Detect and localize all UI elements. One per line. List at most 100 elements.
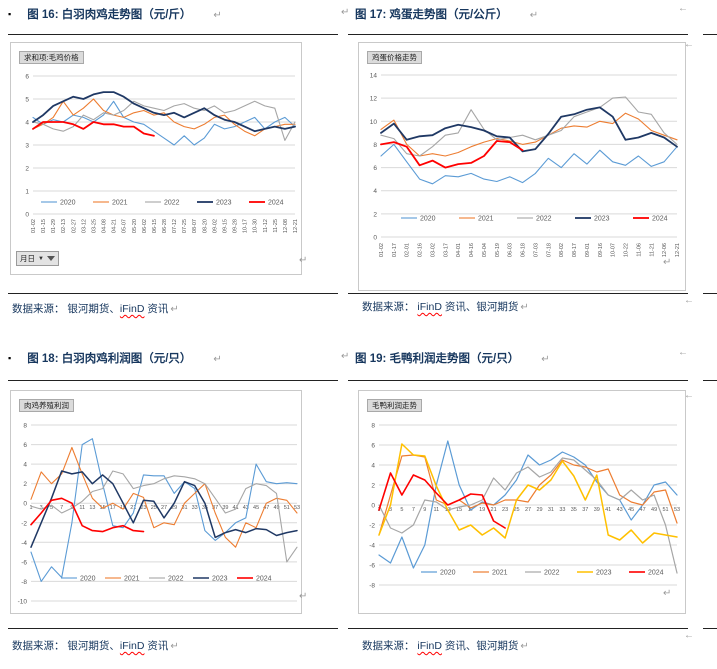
table-border bbox=[8, 34, 338, 35]
egg-price-chart-frame[interactable]: 0 2 4 6 8 10 12 14 01-02 01-17 02-01 02-16 03-02 03-1… bbox=[358, 42, 686, 291]
svg-text:-4: -4 bbox=[369, 543, 375, 550]
svg-text:49: 49 bbox=[273, 505, 279, 511]
svg-text:06-18: 06-18 bbox=[521, 243, 527, 257]
pivot-value-field-button[interactable]: 求和项:毛鸡价格 bbox=[19, 51, 84, 64]
svg-text:35: 35 bbox=[202, 505, 208, 511]
svg-text:-8: -8 bbox=[21, 579, 27, 586]
svg-text:09-01: 09-01 bbox=[585, 243, 591, 257]
svg-text:6: 6 bbox=[371, 443, 375, 450]
svg-text:31: 31 bbox=[548, 507, 554, 513]
figure17-caption: 图 17: 鸡蛋走势图（元/公斤） ↵ bbox=[355, 6, 538, 22]
svg-text:01-15: 01-15 bbox=[41, 219, 47, 233]
pilcrow-mark: ↵ bbox=[170, 304, 179, 315]
svg-text:37: 37 bbox=[582, 507, 588, 513]
svg-text:2023: 2023 bbox=[596, 570, 612, 577]
svg-text:03-12: 03-12 bbox=[81, 219, 87, 233]
source-suffix: 资讯 bbox=[144, 303, 169, 315]
svg-text:7: 7 bbox=[60, 505, 63, 511]
pilcrow-mark: ↵ bbox=[213, 10, 222, 21]
figure-title: 图 16: 白羽肉鸡走势图（元/斤） bbox=[27, 9, 192, 21]
pilcrow-mark: ↵ bbox=[341, 7, 350, 18]
broiler-price-chart-frame[interactable]: 0 1 2 3 4 5 6 01-02 01-15 01-29 02-13 02-27 03-12 03-… bbox=[10, 42, 302, 275]
svg-text:04-16: 04-16 bbox=[469, 243, 475, 257]
pilcrow-mark: ↵ bbox=[299, 255, 308, 266]
line-wrap-mark: ← bbox=[684, 390, 694, 401]
svg-text:43: 43 bbox=[243, 505, 249, 511]
svg-text:2020: 2020 bbox=[80, 576, 96, 583]
table-border bbox=[8, 628, 338, 629]
svg-text:2022: 2022 bbox=[536, 216, 552, 223]
svg-text:2024: 2024 bbox=[648, 570, 664, 577]
broiler-profit-chart-frame[interactable]: -10 -8 -6 -4 -2 0 2 4 6 8 1 3 5 7 9 11 13 15 17 19 21 23 25 27 2… bbox=[10, 390, 302, 614]
svg-text:13: 13 bbox=[89, 505, 95, 511]
svg-text:12-21: 12-21 bbox=[293, 219, 299, 233]
svg-text:-8: -8 bbox=[369, 583, 375, 590]
svg-text:17: 17 bbox=[110, 505, 116, 511]
table-border bbox=[703, 34, 717, 35]
table-border bbox=[8, 293, 338, 294]
duck-profit-chart-frame[interactable]: -8 -6 -4 -2 0 2 4 6 8 1 3 5 7 9 11 13 15 17 19 21 23 25 27 29 31… bbox=[358, 390, 686, 614]
svg-text:2022: 2022 bbox=[164, 200, 180, 207]
svg-text:0: 0 bbox=[25, 212, 29, 219]
svg-text:08-20: 08-20 bbox=[202, 219, 208, 233]
data-source-text: 数据来源： iFinD 资讯、银河期货 ↵ bbox=[362, 638, 529, 653]
svg-text:10: 10 bbox=[370, 119, 378, 126]
pivot-field-filter-button[interactable]: 月日 ▼ bbox=[16, 251, 59, 266]
list-bullet: ▪ bbox=[8, 9, 12, 19]
source-prefix: 数据来源： bbox=[362, 640, 418, 652]
svg-text:11-25: 11-25 bbox=[273, 219, 279, 233]
svg-text:2022: 2022 bbox=[168, 576, 184, 583]
svg-text:08-02: 08-02 bbox=[559, 243, 565, 257]
source-suffix: 资讯、银河期货 bbox=[441, 640, 519, 652]
svg-text:10-30: 10-30 bbox=[253, 219, 259, 233]
svg-text:01-17: 01-17 bbox=[392, 243, 398, 257]
svg-text:2: 2 bbox=[373, 211, 377, 218]
chart-title-button[interactable]: 肉鸡养殖利润 bbox=[19, 399, 74, 412]
svg-text:01-02: 01-02 bbox=[379, 243, 385, 257]
svg-text:23: 23 bbox=[502, 507, 508, 513]
svg-text:12-06: 12-06 bbox=[662, 243, 668, 257]
svg-text:01-02: 01-02 bbox=[31, 219, 37, 233]
svg-text:25: 25 bbox=[513, 507, 519, 513]
svg-text:2: 2 bbox=[23, 481, 27, 488]
svg-text:2023: 2023 bbox=[212, 576, 228, 583]
chart-title-button[interactable]: 鸡蛋价格走势 bbox=[367, 51, 422, 64]
pilcrow-mark: ↵ bbox=[529, 10, 539, 21]
svg-text:06-15: 06-15 bbox=[152, 219, 158, 233]
svg-text:-6: -6 bbox=[369, 563, 375, 570]
svg-text:05-07: 05-07 bbox=[122, 219, 128, 233]
svg-text:11: 11 bbox=[433, 507, 439, 513]
svg-text:0: 0 bbox=[371, 503, 375, 510]
svg-text:04-08: 04-08 bbox=[102, 219, 108, 233]
svg-text:19: 19 bbox=[120, 505, 126, 511]
svg-text:06-02: 06-02 bbox=[142, 219, 148, 233]
svg-text:-10: -10 bbox=[18, 599, 28, 606]
source-prefix: 数据来源： 银河期货、 bbox=[12, 640, 120, 652]
svg-text:8: 8 bbox=[371, 423, 375, 430]
svg-text:27: 27 bbox=[525, 507, 531, 513]
svg-text:21: 21 bbox=[130, 505, 136, 511]
svg-text:12: 12 bbox=[370, 96, 378, 103]
svg-text:45: 45 bbox=[253, 505, 259, 511]
svg-text:02-13: 02-13 bbox=[61, 219, 67, 233]
source-spellcheck-word: iFinD bbox=[417, 301, 442, 313]
svg-text:51: 51 bbox=[284, 505, 290, 511]
svg-text:5: 5 bbox=[50, 505, 53, 511]
svg-text:8: 8 bbox=[23, 423, 27, 430]
pilcrow-mark: ↵ bbox=[299, 591, 308, 602]
svg-text:35: 35 bbox=[571, 507, 577, 513]
svg-text:2023: 2023 bbox=[216, 200, 232, 207]
pilcrow-mark: ↵ bbox=[541, 354, 550, 365]
svg-text:09-16: 09-16 bbox=[598, 243, 604, 257]
line-wrap-mark: ← bbox=[684, 630, 694, 641]
svg-text:15: 15 bbox=[456, 507, 462, 513]
chart-title-button[interactable]: 毛鸭利润走势 bbox=[367, 399, 422, 412]
svg-text:5: 5 bbox=[25, 97, 29, 104]
line-wrap-mark: ← bbox=[678, 347, 688, 358]
svg-text:11-21: 11-21 bbox=[649, 243, 655, 257]
svg-text:6: 6 bbox=[25, 74, 29, 81]
svg-text:4: 4 bbox=[371, 463, 375, 470]
svg-text:23: 23 bbox=[140, 505, 146, 511]
svg-text:41: 41 bbox=[605, 507, 611, 513]
